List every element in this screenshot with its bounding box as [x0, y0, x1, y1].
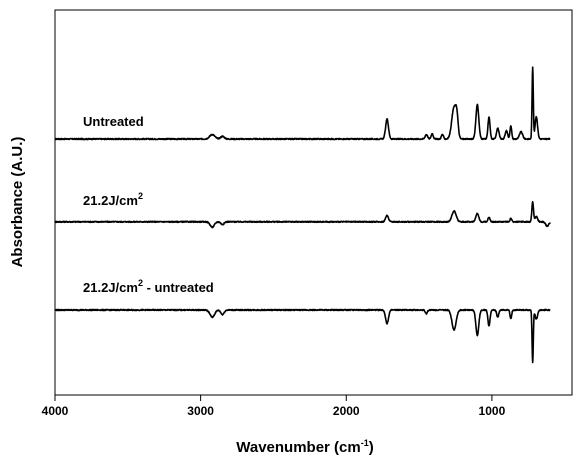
x-tick-label: 3000 [187, 404, 214, 418]
series-label: 21.2J/cm2 [83, 191, 143, 208]
x-tick-label: 4000 [42, 404, 69, 418]
series-label: 21.2J/cm2 - untreated [83, 278, 214, 295]
series-labels: Untreated 21.2J/cm2 21.2J/cm2 - untreated [83, 114, 214, 295]
series-label: Untreated [83, 114, 144, 129]
series-line [54, 308, 551, 364]
series-line [54, 66, 551, 141]
x-tick-label: 2000 [333, 404, 360, 418]
x-axis-ticks: 4000 3000 2000 1000 [42, 395, 506, 418]
x-axis-label: Wavenumber (cm-1) [236, 438, 374, 456]
y-axis-label: Absorbance (A.U.) [9, 137, 26, 268]
plot-frame [54, 9, 573, 396]
x-tick-label: 1000 [479, 404, 506, 418]
series-line [54, 200, 551, 229]
series-layer [54, 66, 551, 364]
